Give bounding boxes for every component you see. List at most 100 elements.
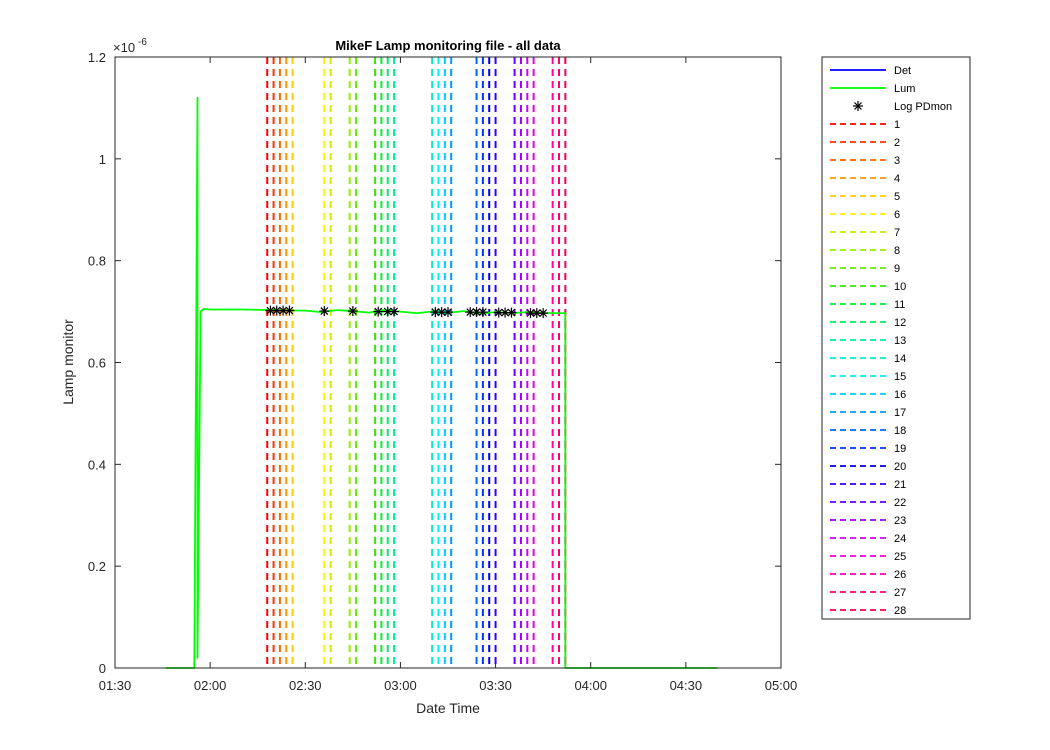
legend-item-log-pdmon: Log PDmon — [853, 101, 952, 113]
legend-label: 27 — [894, 587, 906, 599]
legend-item-20: 20 — [830, 461, 906, 473]
y-tick-label: 1.2 — [88, 50, 106, 65]
legend-label: 23 — [894, 515, 906, 527]
legend-label: 20 — [894, 461, 906, 473]
legend-item-21: 21 — [830, 479, 906, 491]
legend-item-22: 22 — [830, 497, 906, 509]
legend-item-9: 9 — [830, 263, 900, 275]
x-tick-label: 01:30 — [99, 678, 132, 693]
legend-item-23: 23 — [830, 515, 906, 527]
x-tick-label: 04:30 — [670, 678, 703, 693]
legend-label: 17 — [894, 407, 906, 419]
legend-item-3: 3 — [830, 155, 900, 167]
y-axis-label: Lamp monitor — [60, 319, 76, 405]
legend-label: 16 — [894, 389, 906, 401]
y-tick-label: 0.4 — [88, 457, 106, 472]
legend-item-lum: Lum — [830, 83, 915, 95]
legend-item-16: 16 — [830, 389, 906, 401]
x-tick-label: 03:00 — [384, 678, 417, 693]
y-axis-exponent-power: -6 — [138, 37, 147, 48]
legend-label: 18 — [894, 425, 906, 437]
legend-label: 22 — [894, 497, 906, 509]
series-point-log-pdmon — [443, 307, 453, 318]
legend-label: 19 — [894, 443, 906, 455]
legend-label: 26 — [894, 569, 906, 581]
y-tick-label: 0.2 — [88, 559, 106, 574]
legend-item-25: 25 — [830, 551, 906, 563]
legend-item-15: 15 — [830, 371, 906, 383]
legend-label: 10 — [894, 281, 906, 293]
legend-item-2: 2 — [830, 137, 900, 149]
series-layer — [165, 96, 718, 669]
legend-item-26: 26 — [830, 569, 906, 581]
y-axis-exponent-base: ×10 — [113, 40, 135, 55]
series-point-log-pdmon — [477, 307, 488, 318]
legend-item-12: 12 — [830, 317, 906, 329]
legend-label: Log PDmon — [894, 101, 952, 113]
y-axis-exponent: ×10 -6 — [113, 37, 147, 55]
legend-item-13: 13 — [830, 335, 906, 347]
legend-item-8: 8 — [830, 245, 900, 257]
x-axis-label: Date Time — [416, 700, 480, 716]
legend-item-11: 11 — [830, 299, 905, 311]
legend-box — [821, 56, 971, 620]
legend-label: 1 — [894, 119, 900, 131]
legend-label: 15 — [894, 371, 906, 383]
legend-label: 24 — [894, 533, 906, 545]
x-tick-label: 04:00 — [574, 678, 607, 693]
legend-label: 21 — [894, 479, 906, 491]
x-tick-label: 02:00 — [194, 678, 227, 693]
series-point-log-pdmon — [319, 306, 330, 317]
series-point-log-pdmon — [506, 307, 517, 318]
legend-label: 11 — [894, 299, 905, 311]
legend-item-10: 10 — [830, 281, 906, 293]
y-tick-label: 0.6 — [88, 356, 106, 371]
x-tick-label: 02:30 — [289, 678, 322, 693]
legend-label: 4 — [894, 173, 900, 185]
legend-item-7: 7 — [830, 227, 900, 239]
legend-item-24: 24 — [830, 533, 906, 545]
legend-item-19: 19 — [830, 443, 906, 455]
legend-item-17: 17 — [830, 407, 906, 419]
legend-item-6: 6 — [830, 209, 900, 221]
legend-label: 7 — [894, 227, 900, 239]
legend-label: 3 — [894, 155, 900, 167]
legend-item-4: 4 — [830, 173, 900, 185]
legend-label: 14 — [894, 353, 906, 365]
legend-label: Lum — [894, 83, 915, 95]
legend-label: 28 — [894, 605, 906, 617]
x-tick-label: 05:00 — [765, 678, 798, 693]
legend-item-det: Det — [830, 65, 911, 77]
y-tick-label: 1 — [99, 152, 106, 167]
legend-label: 6 — [894, 209, 900, 221]
legend-label: 12 — [894, 317, 906, 329]
legend-label: 9 — [894, 263, 900, 275]
legend-item-14: 14 — [830, 353, 906, 365]
legend-label: 13 — [894, 335, 906, 347]
legend-item-18: 18 — [830, 425, 906, 437]
series-point-log-pdmon — [284, 305, 295, 316]
legend-swatch — [853, 101, 863, 111]
series-point-log-pdmon — [538, 308, 549, 319]
plot-area — [115, 57, 781, 668]
series-point-log-pdmon — [389, 306, 400, 317]
series-point-log-pdmon — [347, 306, 358, 317]
legend-label: Det — [894, 65, 911, 77]
legend-label: 2 — [894, 137, 900, 149]
legend-item-1: 1 — [830, 119, 900, 131]
legend-label: 5 — [894, 191, 900, 203]
legend-label: 8 — [894, 245, 900, 257]
y-tick-label: 0.8 — [88, 254, 106, 269]
series-line-lum — [165, 96, 718, 669]
legend-item-27: 27 — [830, 587, 906, 599]
x-axis: 01:30 02:00 02:30 03:00 03:30 04:00 04:30 05:00 — [99, 57, 798, 693]
series-point-log-pdmon — [373, 306, 384, 317]
y-tick-label: 0 — [99, 661, 106, 676]
vertical-marker-lines — [266, 57, 567, 668]
legend-item-5: 5 — [830, 191, 900, 203]
legend-item-28: 28 — [830, 605, 906, 617]
y-axis: 0 0.2 0.4 0.6 0.8 1 1.2 — [88, 50, 781, 676]
